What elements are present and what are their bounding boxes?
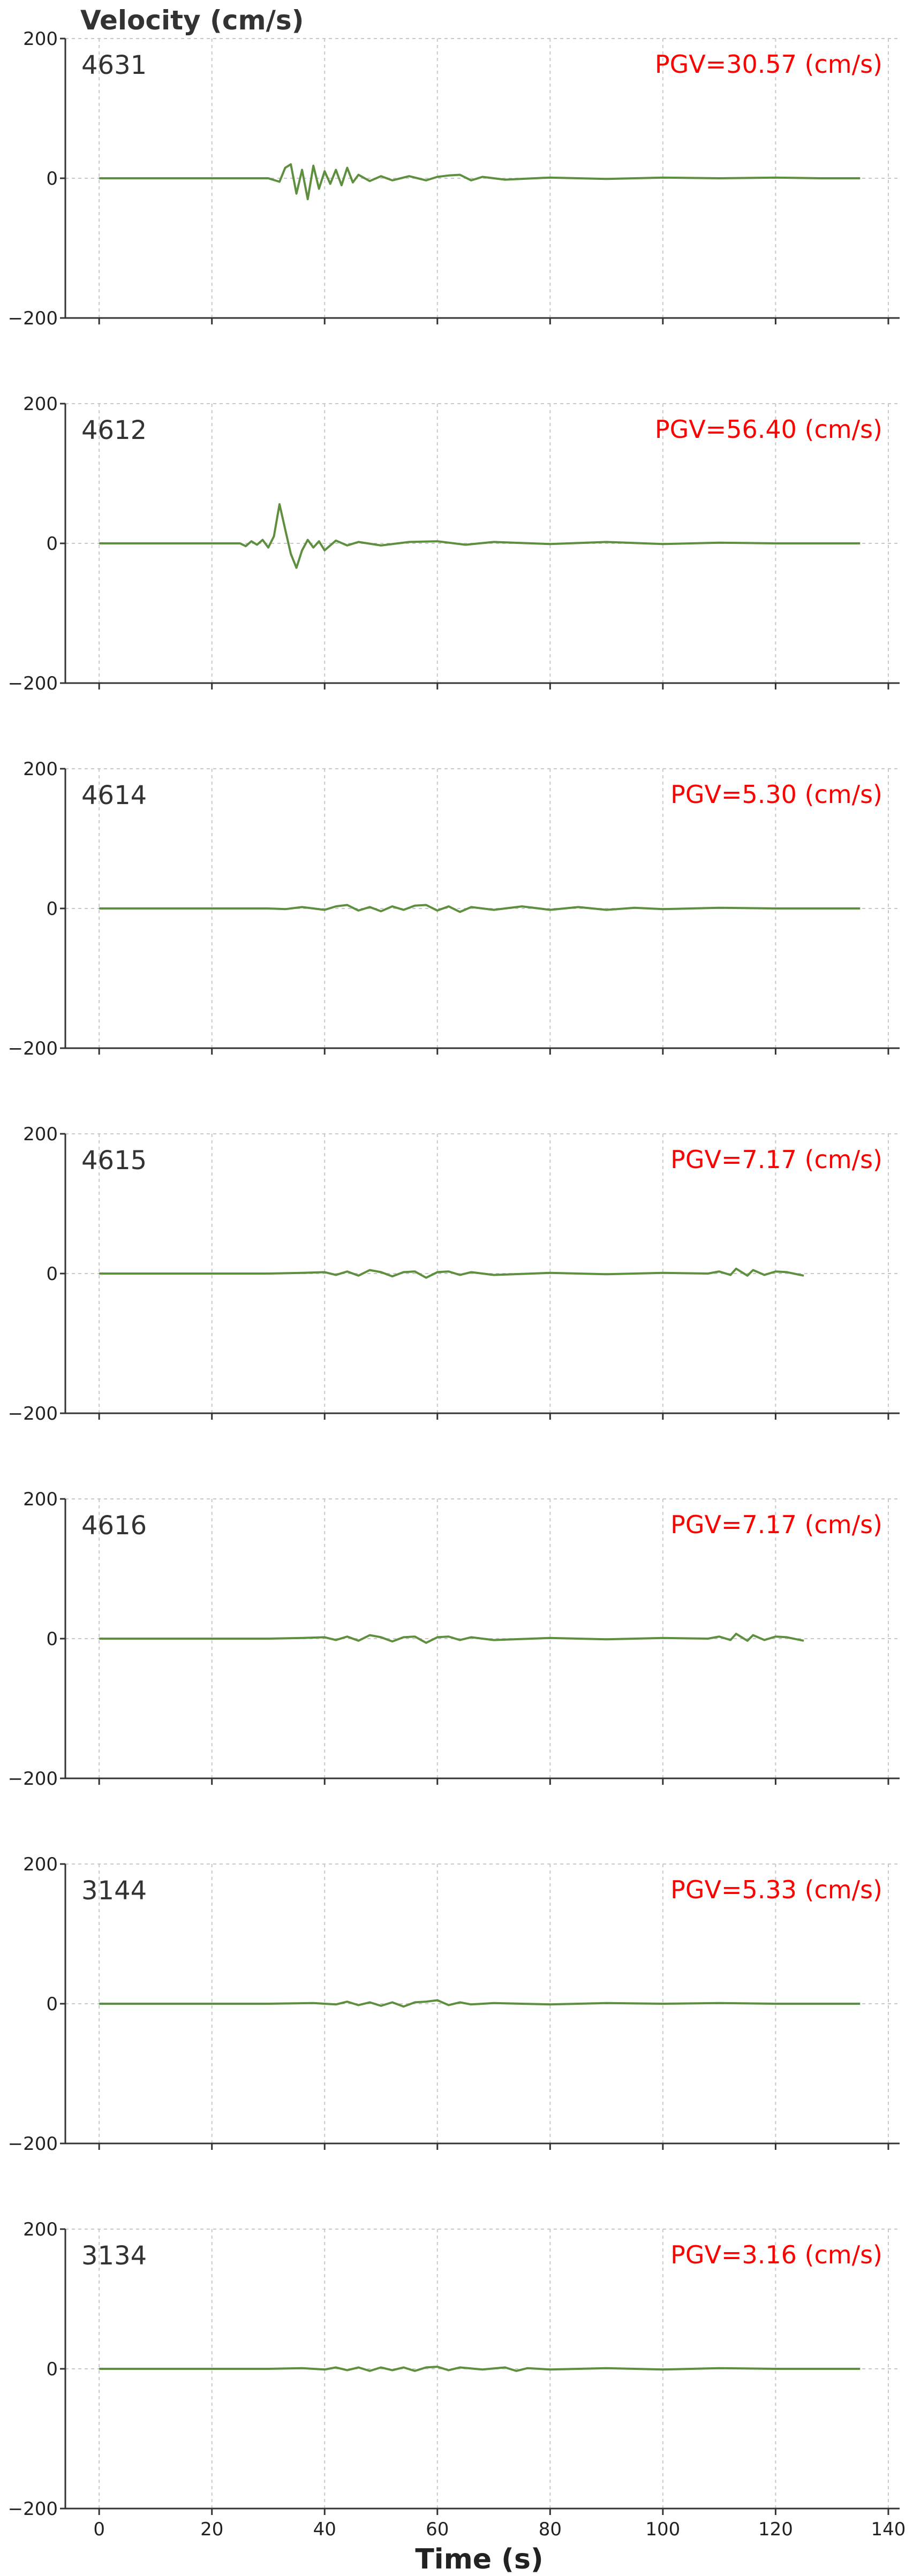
y-tick-label: 0 [46,168,58,190]
y-tick-label: 0 [46,1628,58,1650]
y-tick-label: −200 [8,1403,58,1425]
velocity-trace [99,503,861,569]
y-tick-label: −200 [8,2133,58,2155]
y-tick-label: 0 [46,533,58,555]
y-tick-label: 200 [23,393,58,415]
y-tick-label: −200 [8,1768,58,1790]
station-label: 3134 [81,2241,147,2271]
x-tick-label: 60 [426,2519,449,2540]
x-tick-label: 120 [758,2519,793,2540]
velocity-trace [99,2366,861,2372]
panel-4615: −200 0 200 4615 PGV=7.17 (cm/s) [8,1124,900,1425]
velocity-trace [99,163,861,201]
pgv-annotation: PGV=7.17 (cm/s) [670,1510,882,1539]
station-label: 4615 [81,1146,147,1176]
y-tick-label: −200 [8,1038,58,1059]
pgv-annotation: PGV=30.57 (cm/s) [655,50,882,79]
panel-3134: −200 0 200 3134 PGV=3.16 (cm/s) 0 20 40 60 80 100 1… [8,2219,906,2540]
y-tick-label: 0 [46,1263,58,1285]
pgv-annotation: PGV=5.30 (cm/s) [670,780,882,809]
y-tick-label: 200 [23,1489,58,1510]
pgv-annotation: PGV=56.40 (cm/s) [655,415,882,444]
pgv-annotation: PGV=5.33 (cm/s) [670,1875,882,1904]
x-tick-label: 80 [539,2519,562,2540]
velocity-trace [99,904,861,913]
x-tick-label: 100 [645,2519,680,2540]
velocity-trace [99,1632,804,1644]
panel-4614: −200 0 200 4614 PGV=5.30 (cm/s) [8,759,900,1059]
station-label: 4612 [81,415,147,445]
panel-4616: −200 0 200 4616 PGV=7.17 (cm/s) [8,1489,900,1790]
velocity-trace [99,1999,861,2008]
x-tick-label: 20 [200,2519,223,2540]
y-tick-label: 200 [23,28,58,50]
station-label: 3144 [81,1876,147,1906]
pgv-annotation: PGV=3.16 (cm/s) [670,2240,882,2269]
y-tick-label: 0 [46,2359,58,2380]
y-tick-label: −200 [8,308,58,329]
y-tick-label: 0 [46,1994,58,2015]
station-label: 4614 [81,781,147,810]
x-tick-label: 0 [93,2519,105,2540]
y-tick-label: 0 [46,898,58,920]
x-tick-label: 140 [871,2519,906,2540]
y-tick-label: 200 [23,1854,58,1875]
y-axis-title: Velocity (cm/s) [80,5,304,36]
y-tick-label: −200 [8,673,58,694]
y-tick-label: 200 [23,2219,58,2240]
station-label: 4631 [81,50,147,80]
panel-4631: −200 0 200 4631 PGV=30.57 (cm/s) [8,28,900,329]
y-tick-label: −200 [8,2498,58,2520]
y-tick-label: 200 [23,759,58,780]
x-tick-label: 40 [313,2519,336,2540]
velocity-trace [99,1267,804,1279]
y-tick-label: 200 [23,1124,58,1145]
pgv-annotation: PGV=7.17 (cm/s) [670,1145,882,1174]
panel-4612: −200 0 200 4612 PGV=56.40 (cm/s) [8,393,900,694]
station-label: 4616 [81,1511,147,1541]
panel-3144: −200 0 200 3144 PGV=5.33 (cm/s) [8,1854,900,2155]
x-axis-title: Time (s) [415,2543,543,2575]
